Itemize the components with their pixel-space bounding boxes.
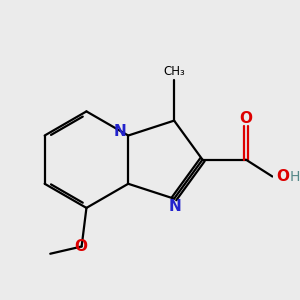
Text: O: O — [74, 239, 87, 254]
Text: N: N — [169, 200, 182, 214]
Text: O: O — [277, 169, 290, 184]
Text: H: H — [290, 169, 300, 184]
Text: N: N — [113, 124, 126, 139]
Text: O: O — [239, 111, 252, 126]
Text: CH₃: CH₃ — [163, 65, 185, 78]
